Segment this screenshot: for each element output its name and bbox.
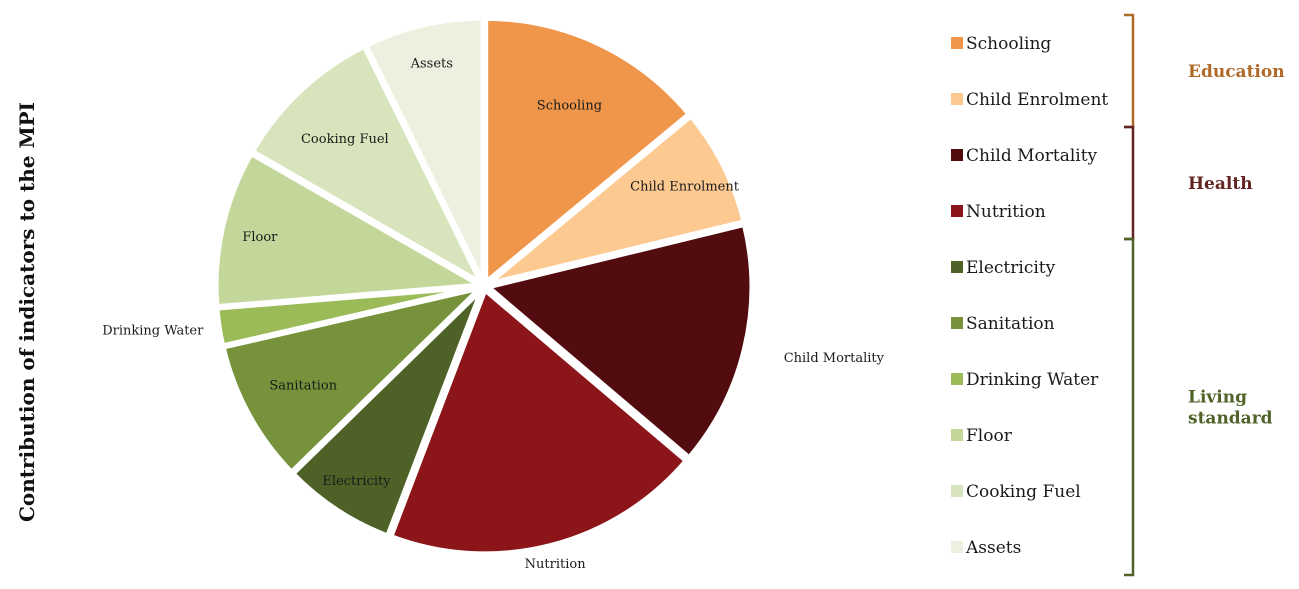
legend-groups: Education Health Living standard [1124, 13, 1285, 577]
group-bracket-living-standard [1124, 237, 1135, 577]
slice-nutrition [387, 285, 690, 557]
slice-sanitation [220, 283, 489, 476]
slice-label-drinking-water: Drinking Water [102, 324, 204, 339]
legend-label-electricity: Electricity [966, 258, 1056, 278]
legend-swatch-schooling [951, 37, 963, 49]
group-health: Health [1124, 125, 1253, 241]
legend-swatch-assets [951, 541, 963, 553]
group-label-health: Health [1188, 174, 1253, 194]
legend-swatch-sanitation [951, 317, 963, 329]
slice-label-schooling: Schooling [537, 98, 602, 113]
legend-item-sanitation: Sanitation [951, 314, 1055, 334]
slice-schooling [483, 15, 693, 288]
legend-item-floor: Floor [951, 426, 1013, 446]
group-bracket-education [1124, 13, 1135, 129]
legend-swatch-cooking-fuel [951, 485, 963, 497]
slice-child-mortality [482, 221, 755, 462]
slice-assets [362, 15, 486, 284]
group-bracket-health [1124, 125, 1135, 241]
slice-label-child-enrolment: Child Enrolment [630, 179, 740, 194]
group-label-education: Education [1188, 62, 1285, 82]
legend-item-cooking-fuel: Cooking Fuel [951, 482, 1081, 502]
slice-label-sanitation: Sanitation [269, 379, 337, 394]
group-education: Education [1124, 13, 1285, 129]
legend-item-child-enrolment: Child Enrolment [951, 90, 1108, 110]
slice-label-nutrition: Nutrition [525, 557, 587, 572]
legend-label-sanitation: Sanitation [966, 314, 1055, 334]
legend-swatch-drinking-water [951, 373, 963, 385]
legend-label-schooling: Schooling [966, 34, 1051, 54]
slice-label-floor: Floor [242, 230, 278, 245]
legend-swatch-child-enrolment [951, 93, 963, 105]
legend-label-floor: Floor [966, 426, 1013, 446]
group-living-standard: Living standard [1124, 237, 1273, 577]
legend: Schooling Child Enrolment Child Mortality N… [951, 34, 1108, 558]
slice-label-electricity: Electricity [322, 474, 391, 489]
legend-item-child-mortality: Child Mortality [951, 146, 1098, 166]
slice-floor [213, 150, 489, 310]
legend-item-drinking-water: Drinking Water [951, 370, 1099, 390]
slice-label-assets: Assets [410, 56, 453, 71]
y-axis-title: Contribution of indicators to the MPI [15, 102, 39, 522]
slice-label-cooking-fuel: Cooking Fuel [301, 132, 389, 147]
legend-item-schooling: Schooling [951, 34, 1051, 54]
legend-label-cooking-fuel: Cooking Fuel [966, 482, 1081, 502]
slice-label-child-mortality: Child Mortality [784, 351, 885, 366]
legend-item-nutrition: Nutrition [951, 202, 1046, 222]
pie-slices [213, 15, 755, 557]
legend-label-drinking-water: Drinking Water [966, 370, 1099, 390]
group-label-living-standard: Living standard [1188, 388, 1273, 429]
legend-label-child-mortality: Child Mortality [966, 146, 1098, 166]
legend-label-assets: Assets [965, 538, 1021, 558]
slice-cooking-fuel [248, 43, 488, 290]
legend-swatch-floor [951, 429, 963, 441]
legend-swatch-electricity [951, 261, 963, 273]
legend-swatch-child-mortality [951, 149, 963, 161]
pie-slice-labels: Schooling Child Enrolment Child Mortality N… [102, 56, 884, 572]
legend-swatch-nutrition [951, 205, 963, 217]
slice-electricity [289, 287, 485, 540]
legend-item-electricity: Electricity [951, 258, 1056, 278]
legend-label-nutrition: Nutrition [966, 202, 1046, 222]
slice-child-enrolment [485, 112, 748, 287]
legend-item-assets: Assets [951, 538, 1021, 558]
legend-label-child-enrolment: Child Enrolment [966, 90, 1108, 110]
